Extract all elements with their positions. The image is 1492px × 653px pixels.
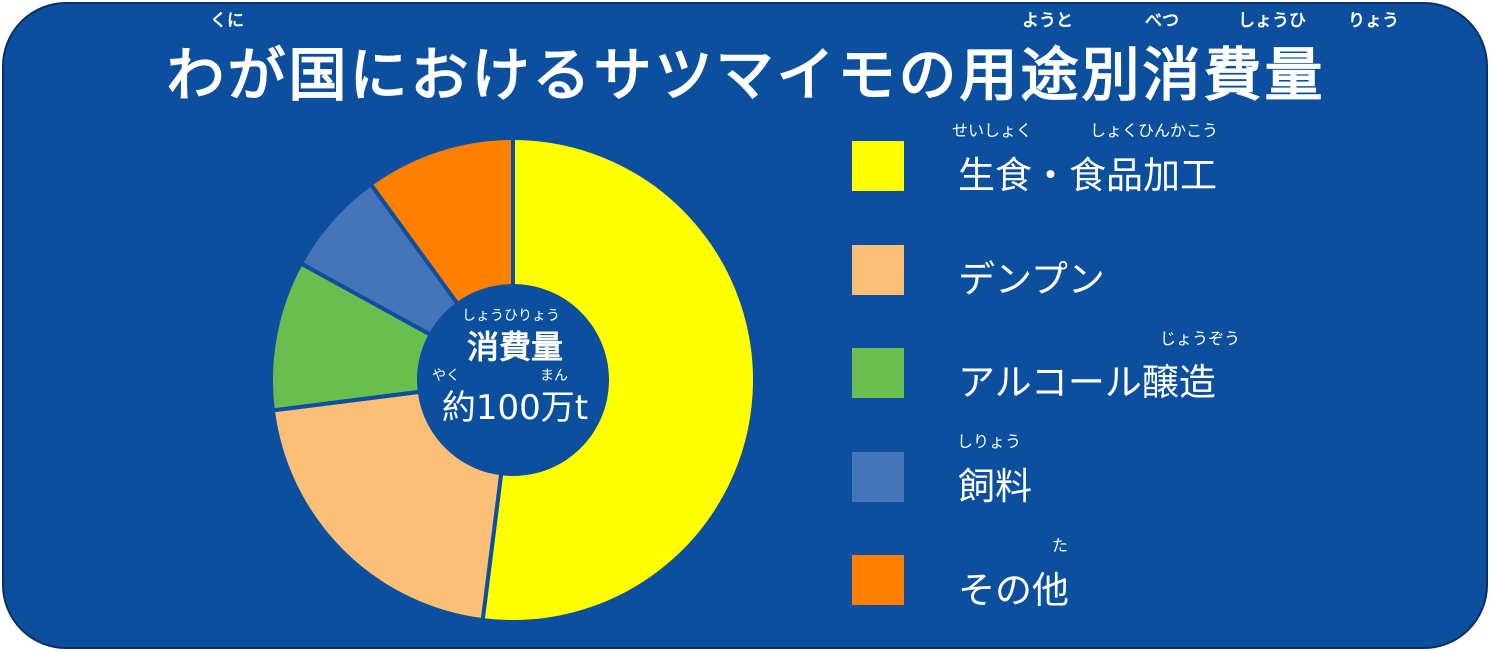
legend-label-shiryou: 飼料 [958, 465, 1032, 508]
title-ruby-shouhi: しょうひ [1238, 11, 1306, 31]
title-ruby-ryou: りょう [1348, 11, 1399, 31]
legend-swatch-shiryou [852, 452, 904, 502]
title-ruby-betsu: べつ [1145, 11, 1179, 31]
center-total: 約100万t [441, 388, 589, 428]
legend-label-alcohol: アルコール醸造 [958, 361, 1216, 404]
legend-ruby-shokuhinkakou: しょくひんかこう [1090, 121, 1219, 140]
legend-label-sonota: その他 [958, 569, 1069, 612]
center-ruby-yaku: やく [432, 368, 460, 384]
donut-hole [417, 284, 609, 476]
title-ruby-kuni: くに [210, 11, 244, 31]
center-label: 消費量 [466, 328, 563, 366]
legend-swatch-alcohol [852, 348, 904, 398]
slice-shokuhin [480, 135, 757, 624]
legend-ruby-seishoku: せいしょく [952, 121, 1033, 140]
center-ruby-man: まん [540, 368, 568, 384]
center-ruby-shouhiryou: しょうひりょう [462, 308, 560, 324]
legend-label-shokuhin: 生食・食品加工 [958, 154, 1217, 197]
legend-label-denpun: デンプン [958, 258, 1105, 301]
legend-swatch-sonota [852, 555, 904, 605]
legend-ruby-jouzou: じょうぞう [1160, 329, 1241, 348]
title-ruby-youto: ようと [1022, 11, 1073, 31]
chart-title: わが国におけるサツマイモの用途別消費量 [166, 41, 1326, 109]
legend-ruby-ta: た [1052, 536, 1069, 555]
legend-swatch-shokuhin [852, 141, 904, 191]
legend-ruby-shiryou: しりょう [957, 432, 1022, 451]
legend-swatch-denpun [852, 245, 904, 295]
